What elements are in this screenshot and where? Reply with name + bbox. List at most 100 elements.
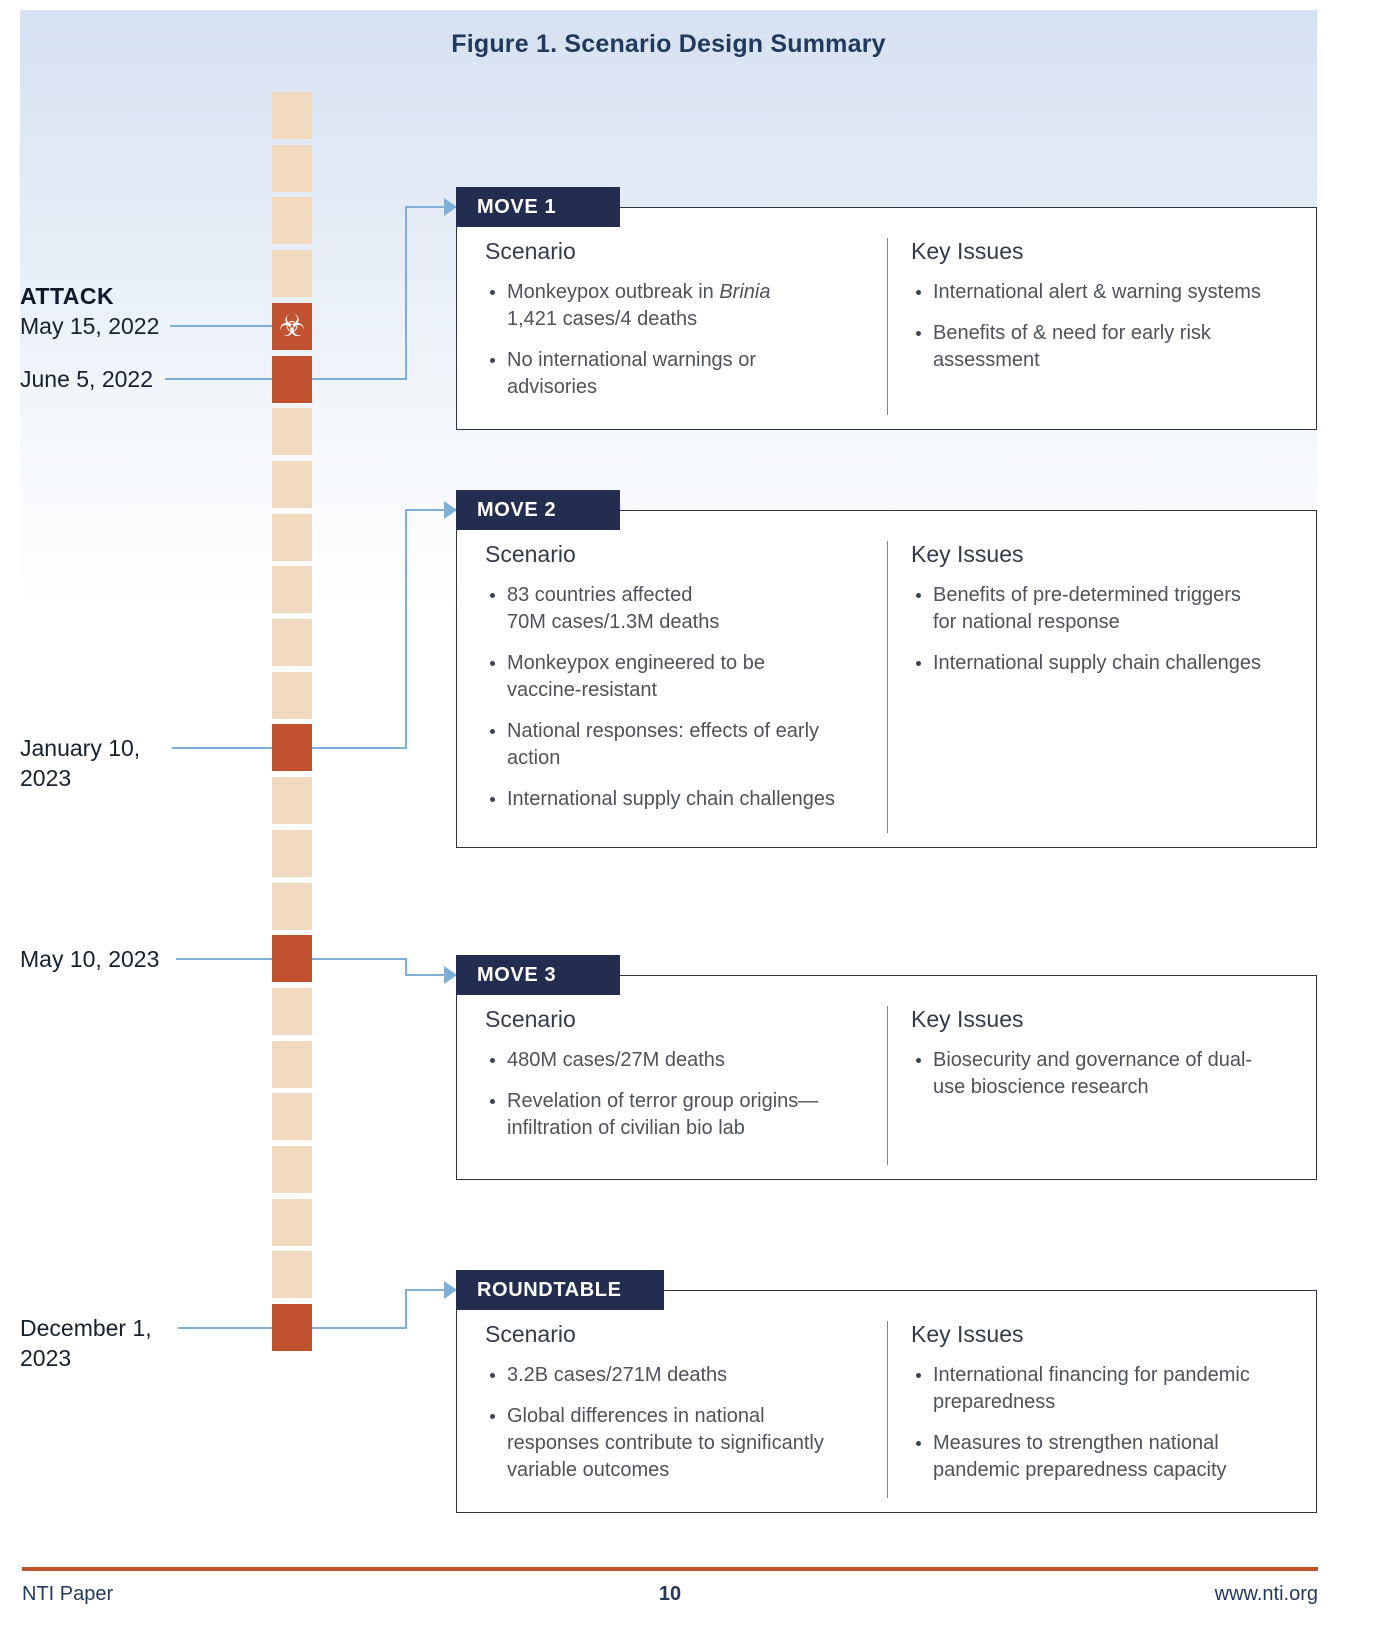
scenario-column: Scenario 3.2B cases/271M deaths Global di…: [457, 1321, 887, 1498]
box-move-3: MOVE 3 Scenario 480M cases/27M deaths Rev…: [456, 955, 1317, 1180]
bullet-item: Benefits of & need for early risk assess…: [911, 320, 1263, 374]
box-move-1: MOVE 1 Scenario Monkeypox outbreak in Br…: [456, 187, 1317, 430]
timeline-square: [272, 1199, 312, 1246]
key-issues-heading: Key Issues: [911, 1321, 1024, 1347]
bullet-item: International alert & warning systems: [911, 279, 1263, 306]
bullet-item: International supply chain challenges: [911, 650, 1263, 677]
footer-website: www.nti.org: [1214, 1583, 1318, 1605]
key-issues-column: Key Issues International alert & warning…: [887, 238, 1316, 415]
key-issues-list: International alert & warning systems Ben…: [911, 279, 1316, 374]
timeline-milestone-square: [272, 1304, 312, 1351]
timeline-square: [272, 566, 312, 613]
footer-rule: [22, 1567, 1318, 1571]
timeline-square: [272, 197, 312, 244]
timeline-square: [272, 883, 312, 930]
key-issues-heading: Key Issues: [911, 1006, 1024, 1032]
timeline-square: [272, 619, 312, 666]
timeline-square: [272, 1093, 312, 1140]
bullet-item: International supply chain challenges: [485, 786, 837, 813]
column-divider: [887, 541, 888, 833]
connector-line: [405, 509, 444, 511]
scenario-list: Monkeypox outbreak in Brinia 1,421 cases/…: [485, 279, 887, 401]
bullet-item: International financing for pandemic pre…: [911, 1362, 1263, 1416]
bullet-item: No international warnings or advisories: [485, 347, 837, 401]
scenario-heading: Scenario: [485, 238, 576, 264]
connector-line: [405, 1289, 407, 1329]
date-text: 2023: [20, 765, 72, 791]
timeline-square: [272, 514, 312, 561]
box-tab: MOVE 2: [456, 490, 620, 530]
date-label-december-1-2023: December 1, 2023: [20, 1313, 152, 1373]
timeline-square: [272, 1146, 312, 1193]
timeline-square: [272, 1251, 312, 1298]
timeline-square: [272, 250, 312, 297]
scenario-list: 83 countries affected 70M cases/1.3M deat…: [485, 582, 887, 813]
bullet-item: Monkeypox engineered to be vaccine-resis…: [485, 650, 837, 704]
timeline-square: [272, 777, 312, 824]
column-divider: [887, 1006, 888, 1165]
connector-line: [405, 1289, 444, 1291]
date-text: 2023: [20, 1345, 72, 1371]
timeline-square: [272, 1041, 312, 1088]
timeline-square: [272, 145, 312, 192]
timeline-milestone-square: [272, 724, 312, 771]
bullet-item: 480M cases/27M deaths: [485, 1047, 837, 1074]
connector-line: [405, 509, 407, 749]
bullet-item: National responses: effects of early act…: [485, 718, 837, 772]
timeline-square: [272, 988, 312, 1035]
box-body: Scenario 3.2B cases/271M deaths Global di…: [456, 1290, 1317, 1513]
connector-line: [405, 974, 444, 976]
figure-title: Figure 1. Scenario Design Summary: [451, 30, 886, 58]
bullet-item: Global differences in national responses…: [485, 1403, 837, 1484]
key-issues-column: Key Issues Benefits of pre-determined tr…: [887, 541, 1316, 833]
key-issues-column: Key Issues International financing for p…: [887, 1321, 1316, 1498]
date-text: December 1,: [20, 1315, 152, 1341]
box-tab: MOVE 3: [456, 955, 620, 995]
bullet-item: Measures to strengthen national pandemic…: [911, 1430, 1263, 1484]
date-label-attack-may-15-2022: ATTACK May 15, 2022: [20, 281, 159, 341]
scenario-heading: Scenario: [485, 1321, 576, 1347]
timeline-square: [272, 408, 312, 455]
timeline-milestone-square: [272, 935, 312, 982]
scenario-column: Scenario 480M cases/27M deaths Revelation…: [457, 1006, 887, 1165]
biohazard-icon: ☣: [278, 309, 306, 343]
bullet-item: Revelation of terror group origins—infil…: [485, 1088, 837, 1142]
key-issues-column: Key Issues Biosecurity and governance of…: [887, 1006, 1316, 1165]
footer-paper-label: NTI Paper: [22, 1583, 114, 1605]
attack-biohazard-square: ☣: [272, 303, 312, 350]
scenario-list: 480M cases/27M deaths Revelation of terro…: [485, 1047, 887, 1142]
box-body: Scenario 83 countries affected 70M cases/…: [456, 510, 1317, 848]
bullet-item: Monkeypox outbreak in Brinia 1,421 cases/…: [485, 279, 837, 333]
attack-label: ATTACK: [20, 283, 115, 309]
timeline-milestone-square: [272, 356, 312, 403]
date-label-january-10-2023: January 10, 2023: [20, 733, 140, 793]
key-issues-list: Biosecurity and governance of dual-use b…: [911, 1047, 1316, 1101]
connector-arrow-icon: [444, 198, 457, 216]
box-tab: ROUNDTABLE: [456, 1270, 664, 1310]
scenario-column: Scenario 83 countries affected 70M cases/…: [457, 541, 887, 833]
connector-arrow-icon: [444, 501, 457, 519]
column-divider: [887, 238, 888, 415]
bullet-item: 3.2B cases/271M deaths: [485, 1362, 837, 1389]
timeline-square: [272, 461, 312, 508]
connector-arrow-icon: [444, 966, 457, 984]
connector-line: [170, 325, 272, 327]
connector-line: [405, 206, 407, 380]
box-body: Scenario 480M cases/27M deaths Revelation…: [456, 975, 1317, 1180]
box-roundtable: ROUNDTABLE Scenario 3.2B cases/271M deat…: [456, 1270, 1317, 1513]
connector-line: [405, 958, 407, 976]
key-issues-heading: Key Issues: [911, 238, 1024, 264]
key-issues-heading: Key Issues: [911, 541, 1024, 567]
bullet-item: Biosecurity and governance of dual-use b…: [911, 1047, 1263, 1101]
connector-arrow-icon: [444, 1281, 457, 1299]
box-body: Scenario Monkeypox outbreak in Brinia 1,4…: [456, 207, 1317, 430]
date-text: May 15, 2022: [20, 313, 160, 339]
date-text: June 5, 2022: [20, 366, 154, 392]
key-issues-list: International financing for pandemic pre…: [911, 1362, 1316, 1484]
scenario-heading: Scenario: [485, 1006, 576, 1032]
connector-line: [405, 206, 444, 208]
timeline-square: [272, 830, 312, 877]
bullet-item: 83 countries affected 70M cases/1.3M deat…: [485, 582, 837, 636]
box-tab: MOVE 1: [456, 187, 620, 227]
